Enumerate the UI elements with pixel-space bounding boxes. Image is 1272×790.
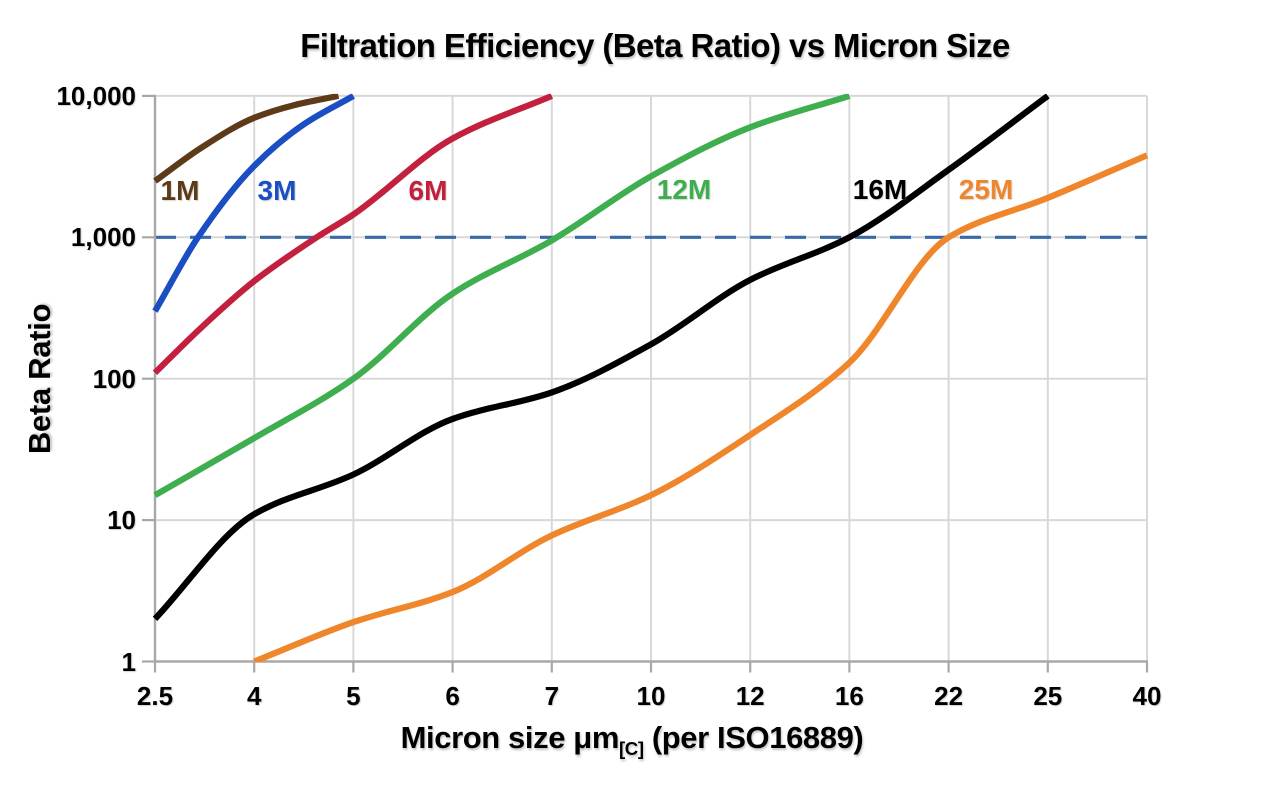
x-axis-title-main: Micron size μm	[400, 720, 620, 755]
x-tick-label-12: 12	[735, 681, 765, 711]
series-curve-12M	[153, 93, 851, 498]
series-curve-6M	[152, 93, 554, 376]
series-label-25M: 25M	[958, 174, 1014, 205]
x-axis-title-subscript: [C]	[619, 738, 644, 760]
x-tick-label-5: 5	[346, 681, 361, 711]
x-tick-label-7: 7	[544, 681, 560, 711]
series-curve-3M	[152, 93, 355, 313]
series-label-1M: 1M	[160, 175, 200, 206]
x-tick-label-10: 10	[636, 681, 666, 711]
y-tick-label-100: 100	[92, 363, 136, 394]
x-tick-label-2.5: 2.5	[136, 681, 174, 711]
series-label-6M: 6M	[408, 175, 448, 206]
series-label-16M: 16M	[852, 174, 908, 205]
y-tick-label-10: 10	[107, 505, 136, 536]
chart-title: Filtration Efficiency (Beta Ratio) vs Mi…	[300, 27, 1010, 64]
series-curve-25M	[253, 152, 1149, 662]
x-tick-label-16: 16	[834, 681, 864, 711]
series-label-12M: 12M	[656, 174, 712, 205]
x-tick-label-22: 22	[934, 681, 964, 711]
x-tick-label-40: 40	[1132, 681, 1162, 711]
series-label-3M: 3M	[257, 175, 297, 206]
y-tick-label-1: 1	[121, 646, 136, 677]
x-tick-label-4: 4	[246, 681, 262, 711]
x-axis-title: Micron size μm[C] (per ISO16889)	[401, 720, 864, 760]
x-tick-label-6: 6	[445, 681, 460, 711]
x-tick-label-25: 25	[1033, 681, 1063, 711]
series-curve-16M	[152, 93, 1050, 622]
y-tick-label-1000: 1,000	[70, 222, 136, 253]
y-tick-label-10000: 10,000	[56, 80, 136, 111]
x-axis-title-suffix: (per ISO16889)	[643, 720, 864, 755]
series-curve-1M	[153, 93, 340, 184]
